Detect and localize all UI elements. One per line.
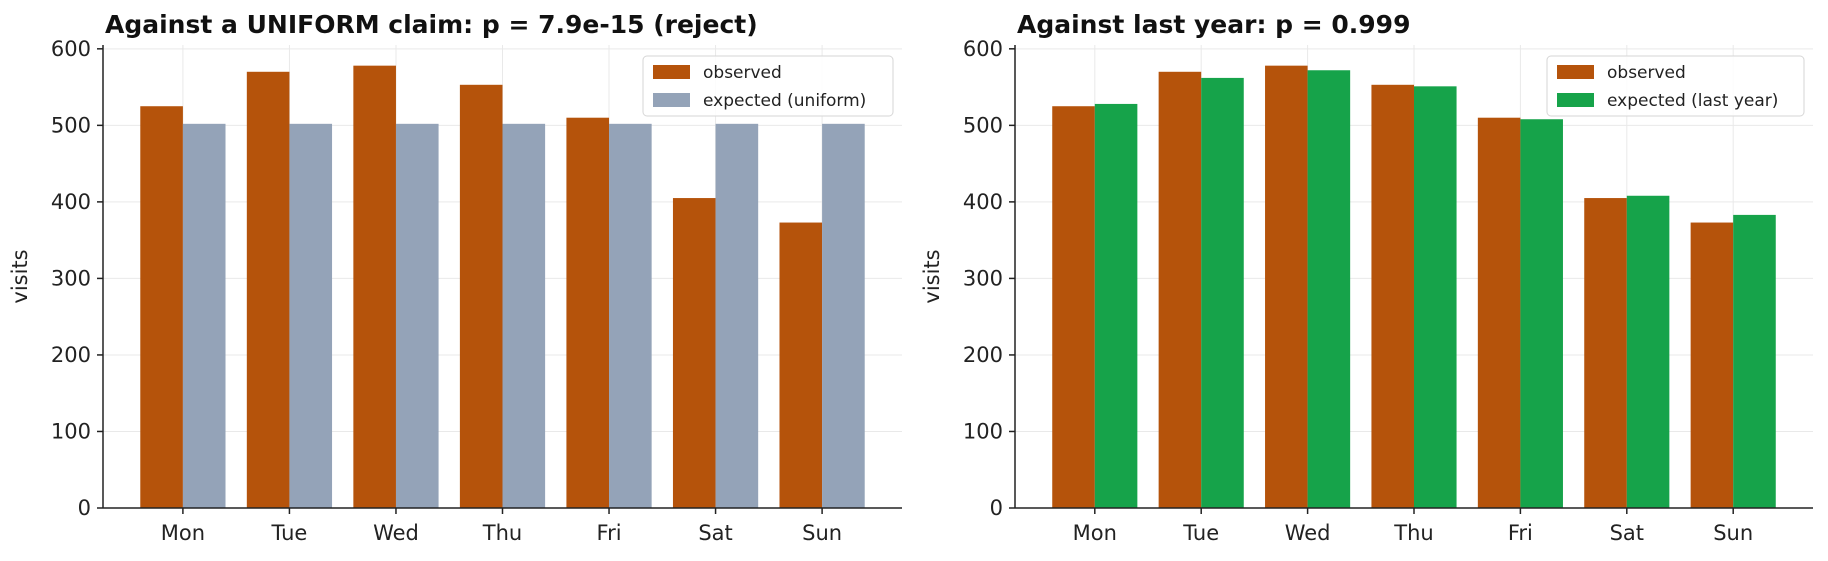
- bar-expected-sun: [1733, 214, 1776, 508]
- x-tick-label: Wed: [373, 521, 419, 545]
- bar-expected-wed: [1307, 70, 1351, 508]
- bar-expected-thu: [1414, 86, 1457, 508]
- y-tick-label: 200: [963, 343, 1003, 367]
- bar-expected-sun: [822, 123, 865, 508]
- bar-expected-mon: [182, 123, 226, 508]
- chart-title: Against a UNIFORM claim: p = 7.9e-15 (re…: [105, 10, 758, 39]
- legend-swatch: [653, 65, 690, 79]
- bar-observed-wed: [1265, 65, 1308, 508]
- x-tick-label: Mon: [161, 521, 205, 545]
- legend-entry: expected (last year): [1607, 91, 1778, 111]
- y-tick-label: 100: [51, 419, 91, 443]
- legend-entry: expected (uniform): [703, 91, 866, 111]
- bar-expected-tue: [1201, 77, 1244, 508]
- legend-box: [642, 55, 894, 117]
- x-tick-label: Tue: [1182, 521, 1219, 545]
- x-tick-label: Sun: [1713, 521, 1753, 545]
- legend-entry: observed: [703, 63, 782, 83]
- y-tick-label: 400: [51, 190, 91, 214]
- bar-expected-tue: [289, 123, 333, 508]
- bar-observed-sun: [1690, 222, 1734, 508]
- x-tick-label: Sat: [1610, 521, 1644, 545]
- bar-observed-sun: [779, 222, 823, 508]
- bar-observed-mon: [1052, 106, 1095, 508]
- bar-observed-sat: [1584, 198, 1627, 508]
- bar-observed-mon: [140, 106, 183, 508]
- bar-observed-wed: [353, 65, 396, 508]
- y-axis-label: visits: [920, 249, 944, 303]
- y-tick-label: 500: [963, 113, 1003, 137]
- x-tick-label: Fri: [1508, 521, 1533, 545]
- bar-expected-sat: [1626, 195, 1670, 509]
- y-tick-label: 500: [51, 113, 91, 137]
- y-tick-label: 0: [78, 496, 91, 520]
- legend-swatch: [1557, 93, 1594, 107]
- legend-swatch: [1557, 65, 1594, 79]
- x-tick-label: Wed: [1285, 521, 1331, 545]
- y-tick-label: 600: [963, 37, 1003, 61]
- x-tick-label: Sat: [698, 521, 732, 545]
- y-tick-label: 200: [51, 343, 91, 367]
- y-tick-label: 300: [963, 266, 1003, 290]
- bar-expected-sat: [715, 123, 759, 508]
- x-tick-label: Fri: [597, 521, 622, 545]
- x-tick-label: Mon: [1073, 521, 1117, 545]
- bar-expected-thu: [502, 123, 546, 508]
- legend-swatch: [653, 93, 690, 107]
- bar-expected-mon: [1094, 103, 1138, 508]
- bar-expected-wed: [395, 123, 439, 508]
- bar-observed-fri: [566, 117, 610, 508]
- x-tick-label: Sun: [802, 521, 842, 545]
- y-tick-label: 100: [963, 419, 1003, 443]
- bar-observed-fri: [1477, 117, 1521, 508]
- bar-observed-tue: [1158, 71, 1202, 508]
- x-tick-label: Thu: [482, 521, 522, 545]
- bar-observed-tue: [246, 71, 290, 508]
- bar-expected-fri: [609, 123, 652, 508]
- bar-observed-thu: [459, 84, 503, 508]
- chart-panel-2: 0 100 200 300 400 500 600 Mon Tue Wed Thu Fri Sat Sun…: [920, 10, 1813, 545]
- legend: observed expected (uniform): [642, 55, 894, 117]
- legend: observed expected (last year): [1546, 55, 1805, 117]
- bar-observed-thu: [1371, 84, 1414, 508]
- x-tick-label: Tue: [270, 521, 307, 545]
- chart-panel-1: 0 100 200 300 400 500 600 Mon Tue Wed Thu Fri Sat Sun…: [8, 10, 902, 545]
- legend-entry: observed: [1607, 63, 1686, 83]
- y-axis-label: visits: [8, 249, 32, 303]
- y-tick-label: 0: [990, 496, 1003, 520]
- legend-box: [1546, 55, 1805, 117]
- y-tick-label: 300: [51, 266, 91, 290]
- x-tick-label: Thu: [1393, 521, 1433, 545]
- bar-expected-fri: [1520, 119, 1563, 508]
- y-tick-label: 600: [51, 37, 91, 61]
- bar-observed-sat: [672, 198, 716, 508]
- y-tick-label: 400: [963, 190, 1003, 214]
- chart-title: Against last year: p = 0.999: [1017, 10, 1410, 39]
